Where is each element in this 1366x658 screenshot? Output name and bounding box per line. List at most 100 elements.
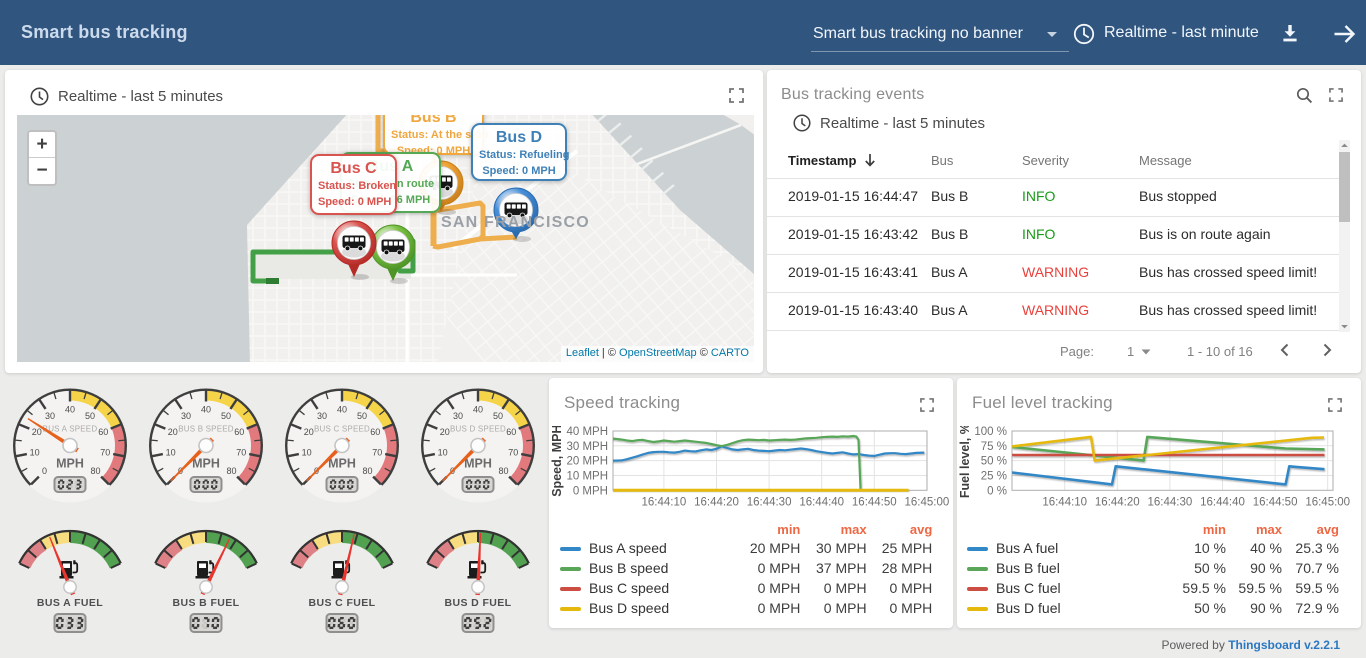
osm-link[interactable]: OpenStreetMap — [619, 347, 697, 359]
bus-d-pin[interactable] — [493, 187, 539, 242]
svg-text:60: 60 — [98, 427, 108, 437]
zoom-in-button[interactable]: + — [29, 132, 55, 158]
map-canvas[interactable]: SAN FRANCISCO + − Bus B Status: At the st… — [17, 115, 754, 362]
legend-value-avg: 59.5 % — [1295, 580, 1339, 596]
fullscreen-icon[interactable] — [1328, 398, 1342, 412]
next-page-icon[interactable] — [1318, 341, 1336, 359]
svg-text:16:44:40: 16:44:40 — [1200, 496, 1245, 508]
legend-value-max: 40 % — [1250, 540, 1282, 556]
fuel-gauge-bus-b-fuel: BUS B FUEL — [154, 529, 258, 633]
table-row[interactable]: 2019-01-15 16:43:41 Bus A WARNING Bus has c… — [767, 254, 1340, 292]
legend-value-avg: 0 MPH — [889, 600, 933, 616]
dashboard-select-value: Smart bus tracking no banner — [813, 25, 1023, 42]
powered-by-footer: Powered by Thingsboard v.2.2.1 — [1161, 638, 1340, 652]
svg-text:50 %: 50 % — [981, 456, 1007, 468]
svg-text:0: 0 — [42, 466, 47, 476]
cell-bus: Bus A — [931, 264, 968, 280]
page-select[interactable]: 1 — [1127, 344, 1135, 359]
row-separator — [767, 329, 1340, 331]
svg-text:40: 40 — [473, 405, 483, 415]
legend-col-min: min — [777, 522, 801, 537]
table-row[interactable]: 2019-01-15 16:43:40 Bus A WARNING Bus has c… — [767, 292, 1340, 330]
prev-page-icon[interactable] — [1276, 341, 1294, 359]
table-row[interactable]: 2019-01-15 16:44:47 Bus B INFO Bus stopped — [767, 178, 1340, 216]
svg-text:80: 80 — [90, 466, 100, 476]
legend-value-max: 30 MPH — [816, 540, 867, 556]
legend-value-min: 10 % — [1194, 540, 1226, 556]
arrow-right-icon[interactable] — [1332, 22, 1357, 46]
fullscreen-icon[interactable] — [729, 88, 744, 103]
callout-bus-d[interactable]: Bus D Status: Refueling Speed: 0 MPH — [471, 123, 569, 181]
carto-link[interactable]: CARTO — [710, 347, 749, 359]
legend-swatch — [560, 587, 581, 591]
speed-chart[interactable]: 0 MPH 10 MPH 20 MPH 30 MPH 40 MPH 16:44:10 16:… — [549, 426, 953, 518]
page-select-caret-icon[interactable] — [1141, 349, 1151, 355]
legend-swatch — [967, 547, 988, 551]
events-timewindow[interactable]: Realtime - last 5 minutes — [793, 114, 985, 132]
scroll-down-icon[interactable] — [1339, 321, 1350, 332]
callout-bus-b[interactable]: Bus B Status: At the stop Speed: 0 MPH — [383, 115, 488, 157]
legend-row-bus-b-fuel: Bus B fuel 50 % 90 % 70.7 % — [957, 559, 1361, 579]
digital-value — [461, 613, 495, 633]
legend-value-min: 20 MPH — [749, 540, 801, 556]
download-icon[interactable] — [1280, 23, 1300, 43]
map-widget: Realtime - last 5 minutes SAN FRANCISCO … — [5, 70, 763, 373]
svg-text:20: 20 — [304, 427, 314, 437]
fullscreen-icon[interactable] — [1329, 88, 1343, 102]
row-separator — [767, 215, 1340, 217]
svg-text:70: 70 — [236, 448, 246, 458]
zoom-out-button[interactable]: − — [29, 158, 55, 184]
scrollbar[interactable] — [1339, 140, 1350, 332]
svg-text:MPH: MPH — [192, 457, 220, 471]
events-widget: Bus tracking events Realtime - last 5 mi… — [767, 70, 1361, 373]
svg-text:BUS D FUEL: BUS D FUEL — [445, 597, 512, 609]
bus-c-pin[interactable] — [331, 220, 377, 280]
svg-text:16:44:10: 16:44:10 — [642, 496, 687, 508]
search-icon[interactable] — [1296, 87, 1313, 104]
svg-text:Fuel level, %: Fuel level, % — [958, 426, 972, 498]
fuel-gauge-bus-d-fuel: BUS D FUEL — [426, 529, 530, 633]
cell-bus: Bus B — [931, 226, 969, 242]
svg-text:25 %: 25 % — [981, 470, 1007, 482]
page-label: Page: — [1060, 344, 1094, 359]
column-header-bus[interactable]: Bus — [931, 153, 954, 168]
column-header-timestamp[interactable]: Timestamp — [788, 153, 857, 168]
legend-label: Bus D speed — [589, 600, 670, 616]
fuel-gauge-bus-a-fuel: BUS A FUEL — [18, 529, 122, 633]
map-timewindow[interactable]: Realtime - last 5 minutes — [30, 87, 223, 106]
scroll-up-icon[interactable] — [1339, 140, 1350, 151]
select-underline — [811, 51, 1069, 52]
svg-text:50: 50 — [493, 411, 503, 421]
table-row[interactable]: 2019-01-15 16:43:42 Bus B INFO Bus is on ro… — [767, 216, 1340, 254]
sort-desc-icon[interactable] — [862, 152, 878, 168]
svg-text:16:44:40: 16:44:40 — [799, 496, 844, 508]
cell-bus: Bus A — [931, 302, 968, 318]
fuel-chart[interactable]: 0 % 25 % 50 % 75 % 100 % 16:44:10 16:44:20 16:4… — [957, 426, 1361, 518]
header-timewindow[interactable]: Realtime - last minute — [1104, 24, 1259, 41]
dashboard-select[interactable]: Smart bus tracking no banner — [811, 18, 1069, 52]
column-header-severity[interactable]: Severity — [1022, 153, 1069, 168]
scrollbar-thumb[interactable] — [1339, 152, 1350, 222]
callout-bus-c[interactable]: Bus C Status: Broken Speed: 0 MPH — [310, 154, 397, 215]
legend-label: Bus A speed — [589, 540, 667, 556]
legend-row-bus-b-speed: Bus B speed 0 MPH 37 MPH 28 MPH — [549, 559, 953, 579]
legend-label: Bus D fuel — [996, 600, 1061, 616]
legend-header-row: min max avg — [549, 520, 953, 540]
digital-value — [325, 613, 359, 633]
legend-label: Bus B fuel — [996, 560, 1060, 576]
column-header-message[interactable]: Message — [1139, 153, 1192, 168]
cell-severity: WARNING — [1022, 302, 1090, 318]
cell-message: Bus is on route again — [1139, 226, 1271, 242]
cell-severity: INFO — [1022, 226, 1056, 242]
leaflet-link[interactable]: Leaflet — [565, 347, 599, 359]
legend-label: Bus C fuel — [996, 580, 1061, 596]
bus-a-pin[interactable] — [370, 224, 416, 284]
legend-row-bus-d-fuel: Bus D fuel 50 % 90 % 72.9 % — [957, 599, 1361, 619]
legend-value-min: 0 MPH — [757, 580, 801, 596]
thingsboard-link[interactable]: Thingsboard v.2.2.1 — [1228, 638, 1340, 652]
legend-value-avg: 70.7 % — [1295, 560, 1339, 576]
svg-text:0 %: 0 % — [987, 485, 1007, 497]
fullscreen-icon[interactable] — [920, 398, 934, 412]
